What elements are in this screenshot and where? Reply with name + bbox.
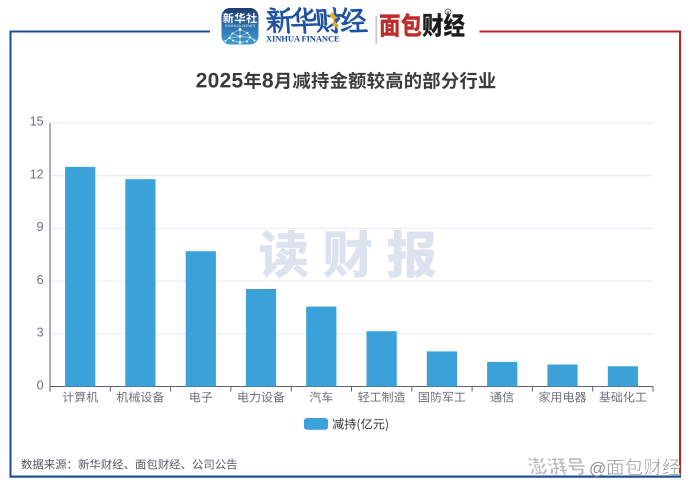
- svg-text:6: 6: [37, 273, 44, 287]
- svg-text:@: @: [589, 459, 606, 478]
- svg-text:9: 9: [37, 220, 44, 234]
- svg-text:15: 15: [30, 115, 44, 129]
- svg-text:12: 12: [30, 168, 44, 182]
- svg-text:3: 3: [37, 326, 44, 340]
- svg-text:R: R: [446, 10, 450, 15]
- svg-text:XINHUA FINANCE: XINHUA FINANCE: [266, 34, 340, 44]
- svg-text:0: 0: [37, 378, 44, 392]
- svg-text:XINHUA NEWS: XINHUA NEWS: [225, 23, 256, 28]
